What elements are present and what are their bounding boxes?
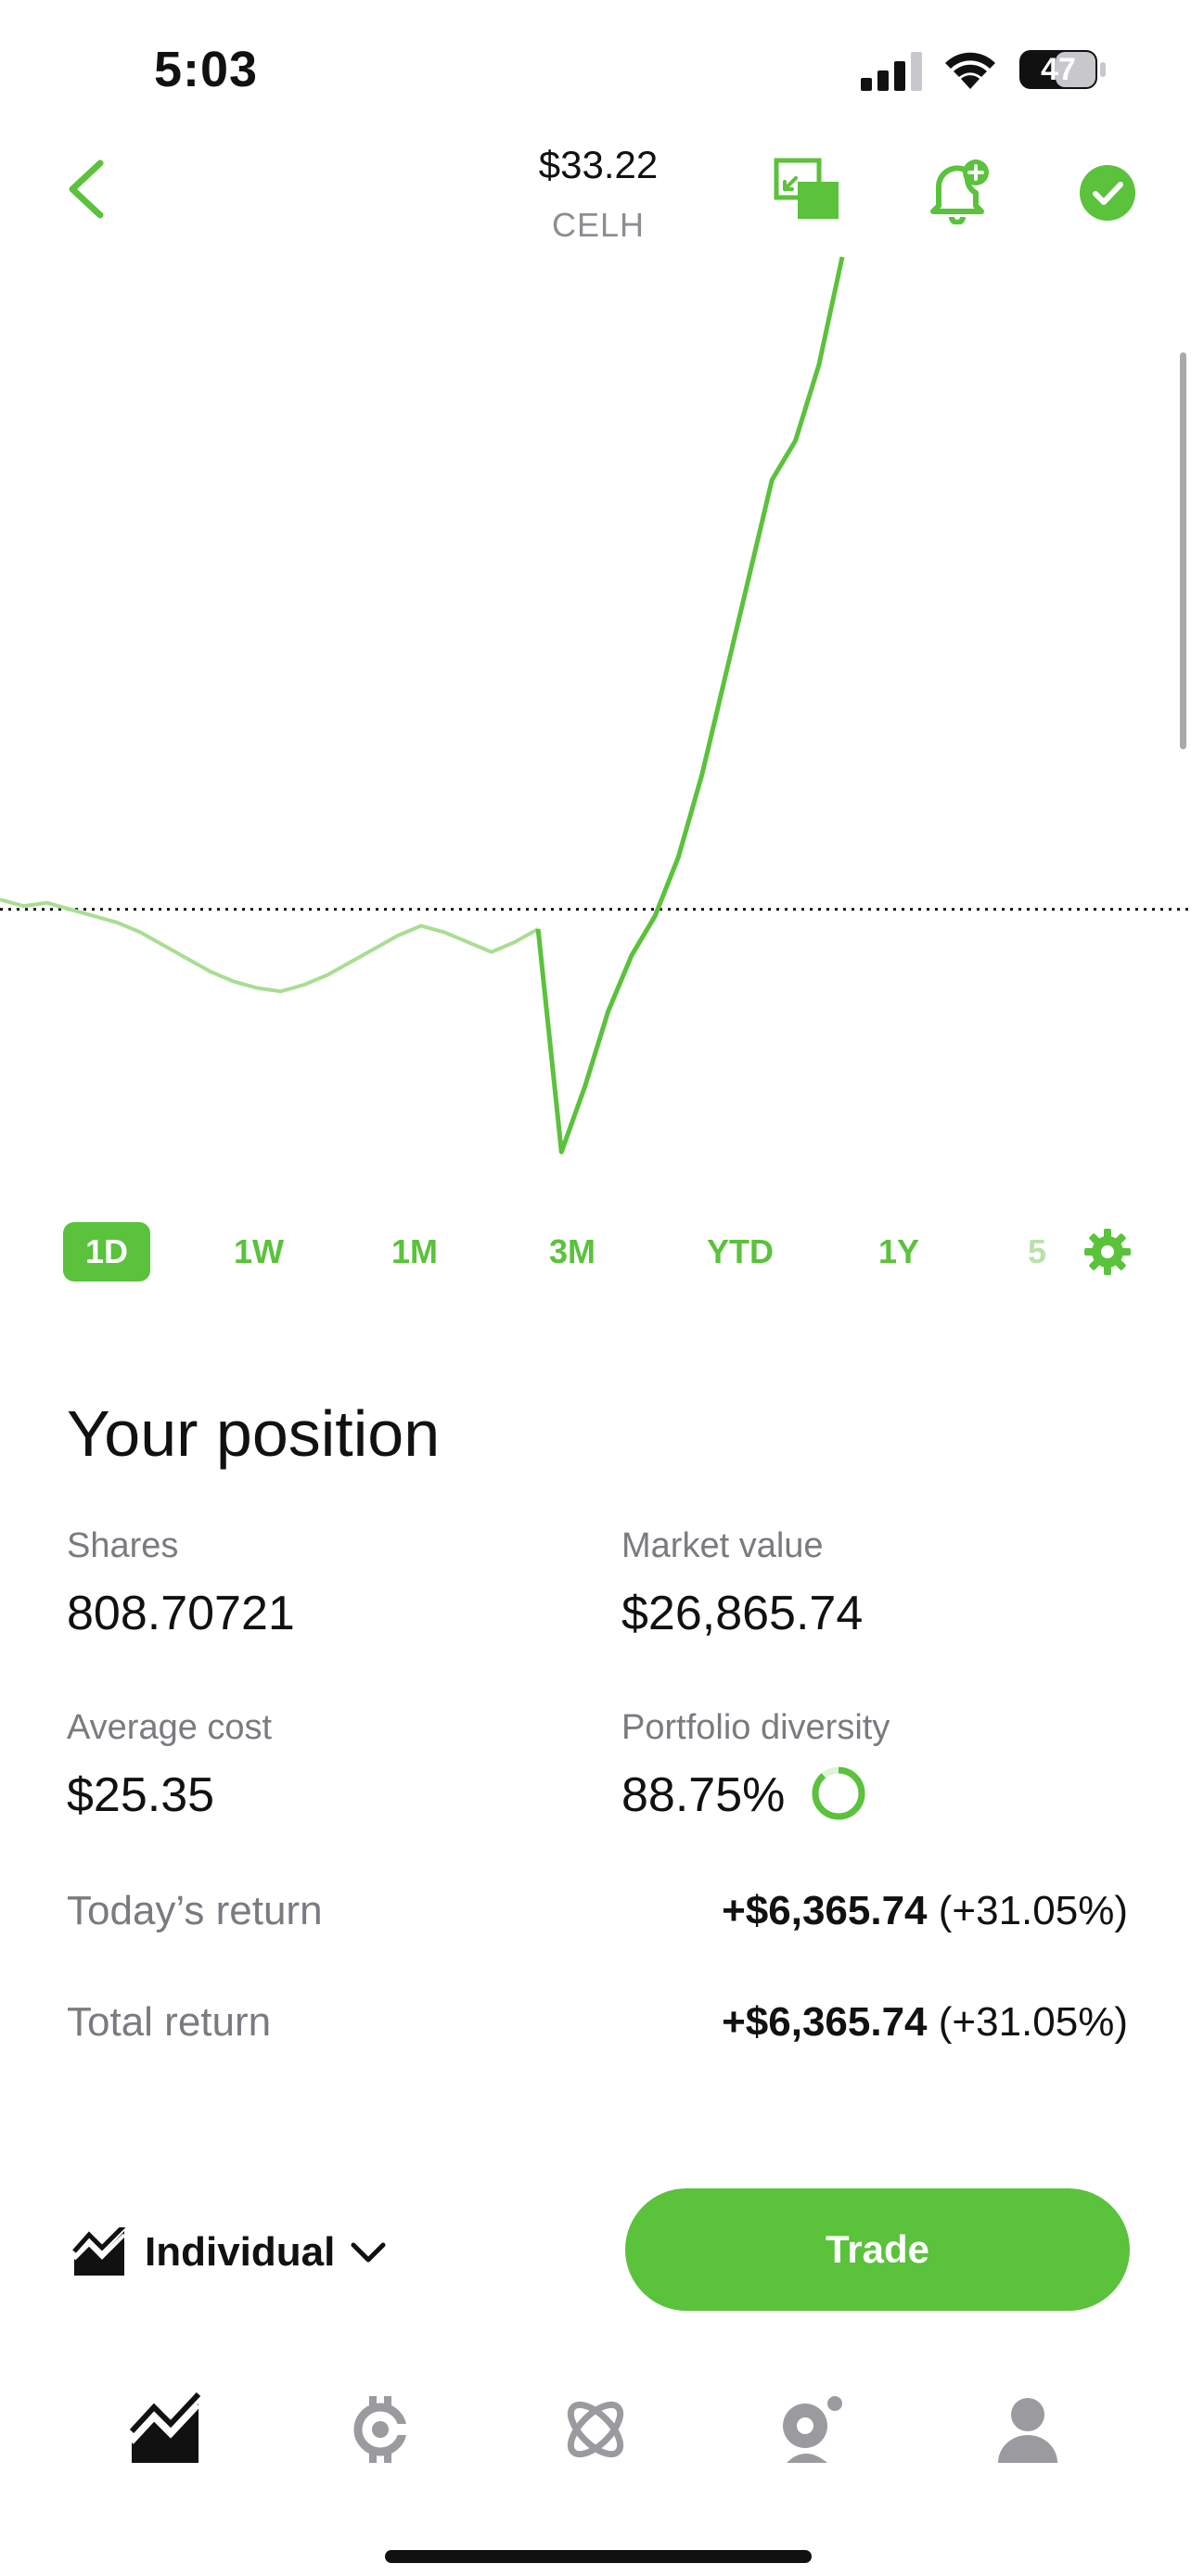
market-value-label: Market value [621, 1526, 824, 1565]
header-ticker: CELH [551, 206, 646, 244]
account-label: Individual [145, 2229, 336, 2275]
trade-button[interactable]: Trade [625, 2188, 1130, 2311]
range-ytd[interactable]: YTD [707, 1232, 774, 1270]
crypto-tab-icon[interactable] [343, 2392, 417, 2467]
chevron-down-icon [351, 2242, 386, 2263]
battery-level: 47 [1041, 52, 1076, 87]
add-alert-bell-icon[interactable] [928, 156, 992, 224]
todays-return-label: Today’s return [67, 1888, 323, 1933]
status-time: 5:03 [154, 42, 259, 97]
range-1d[interactable]: 1D [63, 1222, 150, 1282]
portfolio-diversity-value: 88.75% [621, 1768, 786, 1822]
shares-label: Shares [67, 1526, 179, 1565]
total-return-value: +$6,365.74 (+31.05%) [722, 1999, 1128, 2046]
range-1y[interactable]: 1Y [877, 1232, 920, 1270]
range-3m[interactable]: 3M [548, 1232, 596, 1270]
average-cost-value: $25.35 [67, 1768, 215, 1822]
investing-tab-icon[interactable] [128, 2392, 202, 2467]
shares-value: 808.70721 [67, 1587, 295, 1640]
total-return-label: Total return [67, 1999, 272, 2045]
battery-icon: 47 [1018, 48, 1108, 91]
range-selector: 1D 1W 1M 3M YTD 1Y 5 [0, 1222, 1191, 1287]
price-line-early [0, 898, 540, 994]
watchlist-check-icon[interactable] [1080, 165, 1135, 221]
total-return-amount: +$6,365.74 [722, 1999, 928, 2045]
section-title: Your position [67, 1397, 441, 1470]
price-chart[interactable] [0, 250, 1191, 1178]
price-line [535, 256, 845, 1154]
todays-return-value: +$6,365.74 (+31.05%) [722, 1888, 1128, 1934]
todays-return-percent: (+31.05%) [938, 1888, 1128, 1933]
notifications-tab-icon[interactable] [775, 2392, 850, 2467]
total-return-percent: (+31.05%) [938, 1999, 1128, 2045]
fullscreen-toggle-icon[interactable] [774, 158, 840, 221]
home-indicator[interactable] [385, 2550, 812, 2563]
browse-tab-icon[interactable] [558, 2392, 633, 2467]
header-price: $33.22 [538, 143, 659, 186]
gear-icon[interactable] [1083, 1228, 1132, 1276]
average-cost-label: Average cost [67, 1708, 273, 1747]
range-5y[interactable]: 5 [1027, 1232, 1047, 1270]
range-1w[interactable]: 1W [234, 1232, 284, 1270]
diversity-ring-icon[interactable] [811, 1766, 866, 1821]
range-1m[interactable]: 1M [391, 1232, 438, 1270]
market-value: $26,865.74 [621, 1587, 864, 1640]
back-chevron-icon[interactable] [61, 156, 111, 223]
portfolio-diversity-label: Portfolio diversity [621, 1708, 890, 1747]
account-chart-icon [72, 2227, 126, 2276]
todays-return-amount: +$6,365.74 [722, 1888, 928, 1933]
wifi-icon [945, 52, 995, 89]
scrollbar[interactable] [1180, 352, 1186, 749]
signal-icon [861, 52, 922, 91]
account-selector[interactable]: Individual [72, 2220, 387, 2285]
account-tab-icon[interactable] [991, 2392, 1065, 2467]
